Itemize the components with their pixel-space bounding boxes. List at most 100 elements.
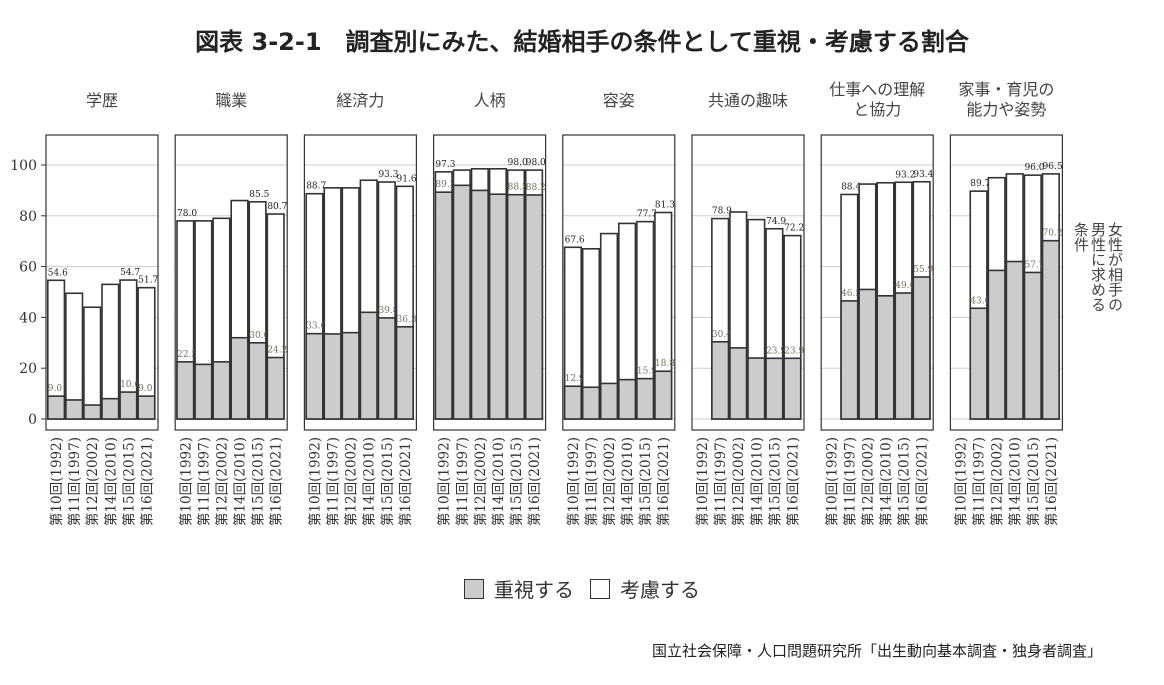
data-label-total: 91.6 (397, 174, 417, 184)
data-label-important: 49.6 (895, 281, 915, 291)
x-tick-label: 第10回(1992) (48, 437, 65, 526)
y-tick-label: 80 (19, 209, 37, 225)
panel-title: 家事・育児の (958, 80, 1054, 99)
data-label-important: 36.3 (397, 315, 417, 325)
panel-title: 人柄 (474, 91, 506, 110)
bar-important (858, 288, 877, 420)
data-label-important: 12.9 (565, 374, 585, 384)
panel-frame (691, 134, 805, 431)
data-label-total: 78.0 (177, 209, 197, 219)
bar-important (617, 378, 637, 420)
bar-important (1005, 260, 1024, 420)
x-tick-label: 第11回(1997) (841, 437, 858, 526)
x-tick-label: 第14回(2010) (490, 437, 507, 526)
data-label-total: 81.3 (655, 200, 675, 210)
panel-title: 学歴 (86, 91, 118, 110)
bar-important (840, 300, 859, 420)
bar-important (711, 340, 730, 420)
x-tick-label: 第16回(2021) (268, 437, 285, 526)
data-label-important: 88.3 (508, 183, 528, 193)
bar-important (506, 193, 526, 420)
bar-important (452, 184, 471, 420)
x-tick-label: 第14回(2010) (102, 437, 119, 526)
x-tick-label: 第10回(1992) (436, 437, 453, 526)
bar-important (194, 363, 213, 420)
bar-important (581, 386, 601, 420)
panel-title: 容姿 (603, 91, 635, 110)
data-label-total: 67.6 (565, 235, 585, 245)
x-tick-label: 第16回(2021) (784, 437, 801, 526)
x-tick-label: 第12回(2002) (601, 437, 618, 526)
bar-important (212, 361, 231, 420)
x-tick-label: 第12回(2002) (213, 437, 230, 526)
data-label-important: 22.5 (177, 350, 197, 360)
data-label-important: 23.9 (784, 346, 804, 356)
x-tick-label: 第12回(2002) (343, 437, 360, 526)
panel-frame (303, 134, 417, 431)
data-label-important: 15.9 (637, 367, 657, 377)
data-label-important: 46.5 (841, 289, 861, 299)
legend-item-important: 重視する (464, 574, 574, 603)
x-tick-label: 第15回(2015) (379, 437, 396, 526)
x-tick-label: 第10回(1992) (565, 437, 582, 526)
x-tick-label: 第16回(2021) (914, 437, 931, 526)
bar-important (747, 357, 766, 420)
data-label-important: 70.2 (1043, 229, 1063, 239)
data-label-total: 96.5 (1043, 162, 1063, 172)
bar-important (563, 385, 583, 420)
y-tick-label: 20 (19, 361, 37, 377)
legend-swatch-important (464, 578, 484, 599)
data-label-total: 51.7 (138, 276, 158, 286)
x-tick-label: 第16回(2021) (655, 437, 672, 526)
x-tick-label: 第16回(2021) (397, 437, 414, 526)
bar-important (876, 295, 895, 420)
data-label-important: 30.4 (712, 330, 732, 340)
y-tick-label: 60 (19, 260, 37, 276)
y-tick-label: 40 (19, 310, 37, 326)
data-label-total: 77.7 (637, 210, 657, 220)
bar-important (987, 269, 1006, 420)
x-tick-label: 第15回(2015) (1025, 437, 1042, 526)
x-tick-label: 第15回(2015) (766, 437, 783, 526)
x-tick-label: 第11回(1997) (325, 437, 342, 526)
x-tick-label: 第14回(2010) (232, 437, 249, 526)
x-tick-label: 第11回(1997) (712, 437, 729, 526)
x-tick-label: 第11回(1997) (583, 437, 600, 526)
bar-important (305, 332, 324, 420)
x-tick-label: 第12回(2002) (84, 437, 101, 526)
x-tick-label: 第12回(2002) (859, 437, 876, 526)
bar-important (434, 191, 453, 420)
data-label-total: 93.2 (895, 170, 915, 180)
legend-label-important: 重視する (494, 578, 574, 602)
bar-important (1041, 239, 1060, 420)
y-tick-label: 100 (10, 158, 37, 174)
panel-frame (820, 134, 934, 431)
bar-important (377, 317, 396, 420)
data-label-total: 89.7 (970, 179, 990, 189)
x-tick-label: 第12回(2002) (472, 437, 489, 526)
data-label-total: 72.2 (784, 224, 804, 234)
x-tick-label: 第14回(2010) (361, 437, 378, 526)
x-tick-label: 第16回(2021) (526, 437, 543, 526)
bar-important (1023, 271, 1042, 420)
bar-important (230, 336, 249, 420)
data-label-total: 85.5 (249, 190, 269, 200)
bar-important (341, 331, 360, 420)
x-tick-label: 第11回(1997) (454, 437, 471, 526)
data-label-important: 88.2 (526, 183, 546, 193)
data-label-total: 88.4 (841, 182, 861, 192)
x-tick-label: 第15回(2015) (120, 437, 137, 526)
data-label-total: 80.7 (267, 202, 287, 212)
data-label-important: 24.2 (267, 346, 287, 356)
bar-important (599, 382, 619, 420)
bar-important (488, 193, 508, 420)
data-label-important: 23.9 (766, 346, 786, 356)
bar-important (524, 194, 544, 420)
data-label-total: 98.0 (508, 158, 528, 168)
data-label-important: 33.6 (306, 322, 326, 332)
legend-swatch-considered (590, 578, 610, 599)
x-tick-label: 第12回(2002) (989, 437, 1006, 526)
panel-title: 経済力 (336, 91, 384, 110)
x-tick-label: 第15回(2015) (508, 437, 525, 526)
